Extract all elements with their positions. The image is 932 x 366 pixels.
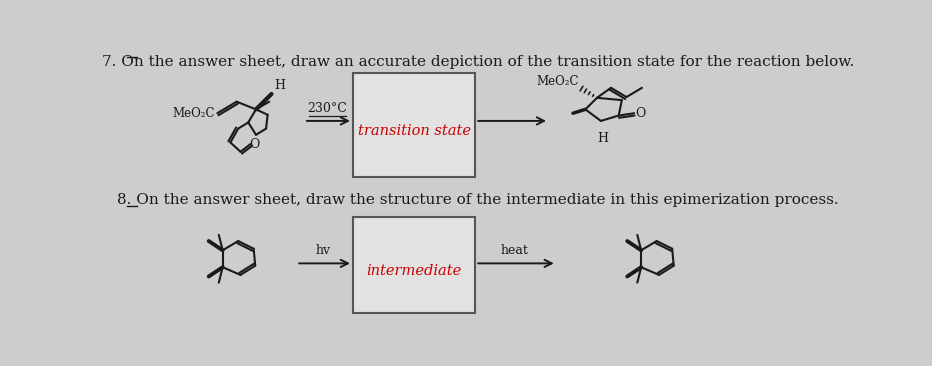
Text: 230°C: 230°C [308,102,348,115]
Text: MeO₂C: MeO₂C [537,75,579,88]
Text: H: H [274,79,285,92]
Text: 8. On the answer sheet, draw the structure of the intermediate in this epimeriza: 8. On the answer sheet, draw the structu… [116,193,839,206]
Text: 7. On the answer sheet, draw an accurate depiction of the transition state for t: 7. On the answer sheet, draw an accurate… [102,55,854,69]
Text: heat: heat [500,244,528,257]
Text: MeO₂C: MeO₂C [172,107,215,120]
Text: transition state: transition state [358,124,471,138]
Text: hv: hv [315,244,330,257]
Text: H: H [596,132,608,145]
Text: O: O [636,107,646,120]
Text: intermediate: intermediate [366,265,461,279]
Text: O: O [249,138,260,151]
Bar [353,73,475,177]
Bar [353,217,475,313]
